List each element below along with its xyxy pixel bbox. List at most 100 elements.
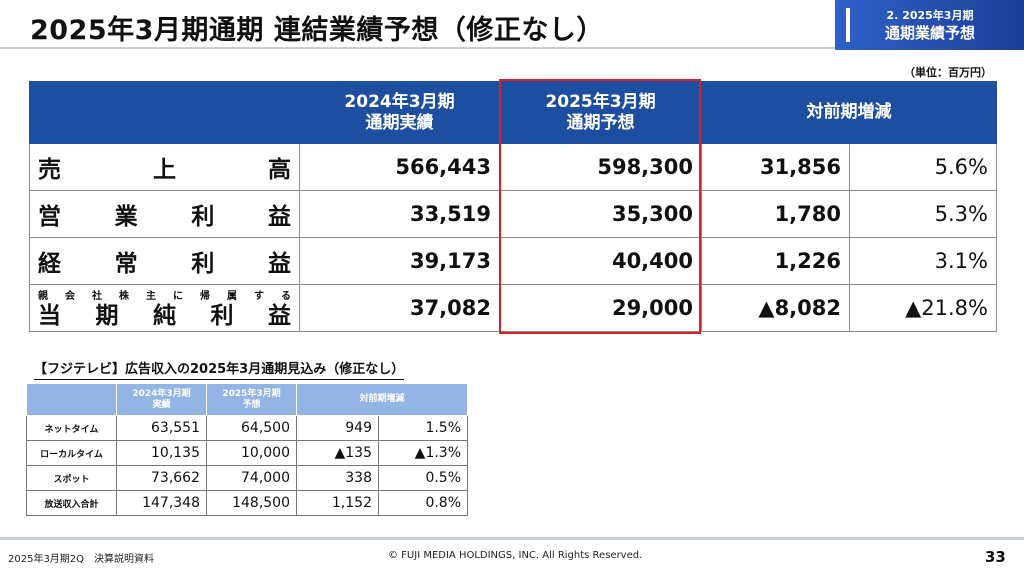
change-value: 1,152 [296,490,379,516]
footer-doc-label: 2025年3月期2Q 決算説明資料 [8,554,155,565]
change-value: 1,226 [701,237,850,285]
row-label-char: 期 [95,302,119,329]
forecast-value: 35,300 [499,190,702,238]
header-forecast-line1: 2025年3月期 [545,91,656,112]
change-value: 31,856 [701,143,850,191]
header-prev-year: 2024年3月期 通期実績 [299,81,500,144]
row-label-small-char: に [173,290,183,302]
header-blank [26,383,117,416]
unit-note: （単位：百万円） [904,66,992,79]
change-percent: 0.8% [377,490,469,516]
row-label: 親 会 社 株 主 に 帰 属 す る 当 期 純 利 益 [29,284,300,332]
header-forecast-line2: 予想 [242,399,261,410]
prev-value: 566,443 [299,143,500,191]
table-row: 経 常 利 益 39,173 40,400 1,226 3.1% [29,237,997,285]
change-percent: ▲21.8% [849,284,997,332]
ad-revenue-title: 【フジテレビ】広告収入の2025年3月通期見込み（修正なし） [34,358,405,380]
change-percent: 5.3% [849,190,997,238]
footer-divider [0,537,1024,540]
header-prev-line1: 2024年3月期 [132,388,191,399]
table-row: スポット 73,662 74,000 338 0.5% [26,465,469,491]
row-label-char: 営 [38,204,61,230]
row-label-char: 益 [268,302,291,329]
row-label: ネットタイム [26,415,117,441]
prev-value: 37,082 [299,284,500,332]
row-label-char: 純 [153,302,176,329]
section-tag-sub: 2. 2025年3月期 [886,9,974,22]
header-forecast: 2025年3月期 予想 [206,383,297,416]
forecast-value: 74,000 [206,465,297,491]
table-row: 売 上 高 566,443 598,300 31,856 5.6% [29,143,997,191]
forecast-value: 29,000 [499,284,702,332]
row-label-small-char: る [281,290,291,302]
row-label-small-char: 社 [92,290,102,302]
prev-value: 10,135 [116,440,207,466]
prev-value: 73,662 [116,465,207,491]
change-percent: 5.6% [849,143,997,191]
section-tag [835,0,1024,50]
row-label-char: 利 [191,204,215,230]
change-value: 1,780 [701,190,850,238]
change-value: 949 [296,415,379,441]
forecast-value: 40,400 [499,237,702,285]
change-value: 338 [296,465,379,491]
change-percent: 3.1% [849,237,997,285]
prev-value: 39,173 [299,237,500,285]
consolidated-forecast-table: 2024年3月期 通期実績 2025年3月期 通期予想 対前期増減 売 上 高 56… [29,81,997,332]
row-label: スポット [26,465,117,491]
change-percent: ▲1.3% [377,440,469,466]
row-label: 経 常 利 益 [29,237,300,285]
header-forecast-line2: 通期予想 [566,112,635,133]
row-label-small-char: 帰 [200,290,210,302]
row-label: 放送収入合計 [26,490,117,516]
header-blank [29,81,300,144]
change-percent: 1.5% [377,415,469,441]
header-prev-line2: 通期実績 [365,112,434,133]
table-row: ローカルタイム 10,135 10,000 ▲135 ▲1.3% [26,440,469,466]
forecast-value: 64,500 [206,415,297,441]
table-row: 営 業 利 益 33,519 35,300 1,780 5.3% [29,190,997,238]
table-row: 親 会 社 株 主 に 帰 属 す る 当 期 純 利 益 [29,284,997,332]
header-change: 対前期増減 [295,383,469,416]
page-title: 2025年3月期通期 連結業績予想（修正なし） [30,15,604,46]
forecast-value: 148,500 [206,490,297,516]
row-label-char: 益 [267,204,291,230]
table-row: ネットタイム 63,551 64,500 949 1.5% [26,415,469,441]
row-label-char: 売 [38,157,61,183]
row-label-char: 利 [191,251,215,277]
header-prev-year: 2024年3月期 実績 [116,383,207,416]
table-row: 放送収入合計 147,348 148,500 1,152 0.8% [26,490,469,516]
change-value: ▲8,082 [701,284,850,332]
prev-value: 33,519 [299,190,500,238]
prev-value: 63,551 [116,415,207,441]
section-tag-bar [846,8,850,42]
page-number: 33 [985,548,1006,566]
title-divider [0,47,1024,49]
prev-value: 147,348 [116,490,207,516]
header-forecast-line1: 2025年3月期 [222,388,281,399]
forecast-value: 10,000 [206,440,297,466]
row-label-small-char: す [254,290,264,302]
row-label-small-char: 株 [119,290,129,302]
header-prev-line1: 2024年3月期 [344,91,455,112]
change-value: ▲135 [296,440,379,466]
row-label-small-char: 主 [146,290,156,302]
table-header-row: 2024年3月期 実績 2025年3月期 予想 対前期増減 [26,383,469,416]
row-label: ローカルタイム [26,440,117,466]
ad-revenue-table: 2024年3月期 実績 2025年3月期 予想 対前期増減 ネットタイム 63,55… [26,383,469,516]
table-header-row: 2024年3月期 通期実績 2025年3月期 通期予想 対前期増減 [29,81,997,144]
row-label-char: 経 [38,251,61,277]
row-label: 売 上 高 [29,143,300,191]
forecast-highlight-box [499,79,701,334]
forecast-value: 598,300 [499,143,702,191]
row-label-small-char: 親 [38,290,48,302]
row-label-char: 高 [268,157,291,183]
row-label-char: 当 [38,302,61,329]
row-label-char: 常 [114,251,138,277]
row-label-char: 益 [267,251,291,277]
row-label-char: 業 [114,204,138,230]
row-label-char: 上 [153,157,176,183]
header-prev-line2: 実績 [152,399,171,410]
row-label-char: 利 [210,302,234,329]
section-tag-main: 通期業績予想 [884,24,975,42]
